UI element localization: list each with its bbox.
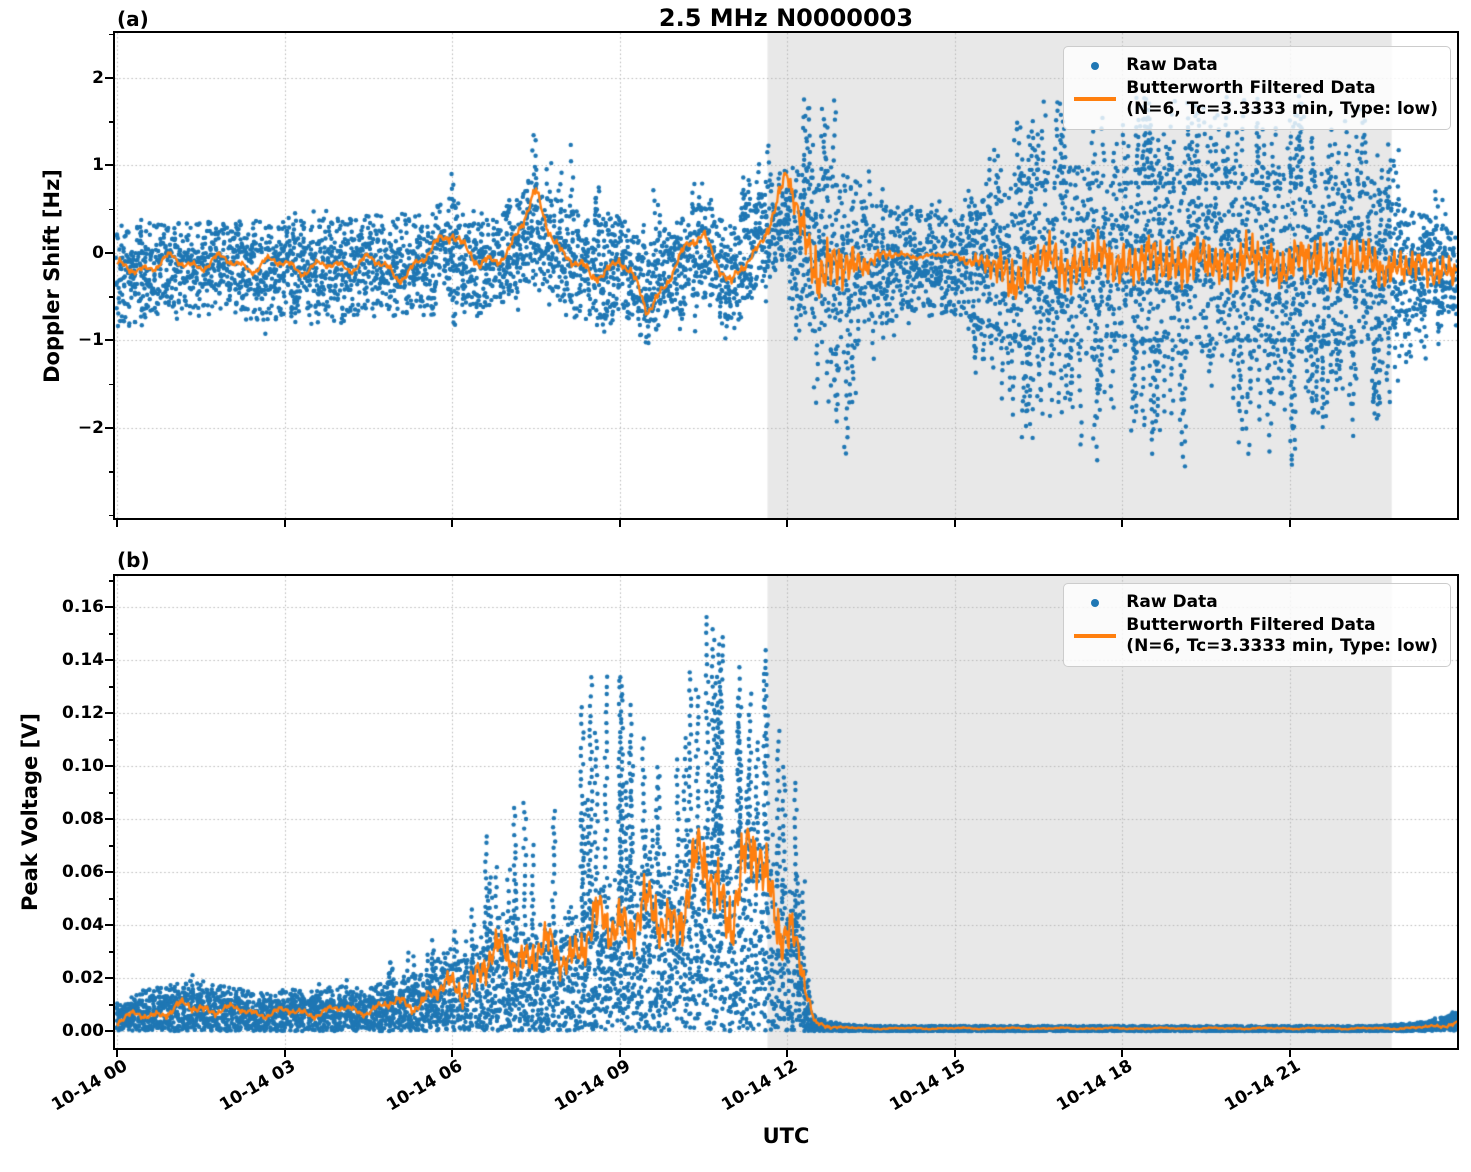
- legend-filtered-data-sublabel: (N=6, Tc=3.3333 min, Type: low): [1126, 636, 1438, 656]
- x-axis-major-tick: [953, 520, 956, 527]
- y-tick-label: 0.04: [62, 915, 104, 936]
- y-tick-label: 0.00: [62, 1021, 104, 1042]
- y-axis-minor-tick: [108, 951, 113, 953]
- y-tick-label: 0.02: [62, 968, 104, 989]
- x-axis-major-tick: [116, 1050, 118, 1057]
- y-tick-label: 0.08: [62, 809, 104, 830]
- raw-data-marker-icon: [1091, 598, 1100, 607]
- x-axis-major-tick: [786, 1050, 788, 1057]
- x-axis-major-tick: [1121, 520, 1123, 527]
- y-axis-minor-tick: [108, 33, 113, 36]
- y-axis-minor-tick: [108, 1004, 113, 1006]
- chart-title: 2.5 MHz N0000003: [658, 4, 914, 32]
- y-axis-minor-tick: [108, 514, 113, 517]
- x-axis-major-tick: [618, 520, 621, 527]
- x-axis-major-tick: [618, 1050, 621, 1057]
- y-tick-label: 0.10: [62, 756, 104, 777]
- y-axis-major-tick: [105, 76, 113, 79]
- y-axis-major-tick: [105, 712, 113, 714]
- x-axis-label: UTC: [762, 1124, 810, 1148]
- legend-panel-a: Raw Data Butterworth Filtered Data (N=6,…: [1063, 46, 1451, 130]
- y-axis-major-tick: [105, 251, 113, 254]
- filtered-data-marker-icon: [1074, 97, 1117, 101]
- y-axis-minor-tick: [108, 739, 113, 741]
- y-axis-major-tick: [105, 339, 113, 342]
- panel-b-label: (b): [117, 548, 150, 572]
- y-axis-minor-tick: [108, 633, 113, 635]
- legend-filtered-data-label: Butterworth Filtered Data: [1126, 615, 1376, 635]
- legend-filtered-data-entry: Butterworth Filtered Data (N=6, Tc=3.333…: [1064, 78, 1438, 120]
- y-tick-label: −1: [77, 330, 104, 351]
- y-axis-minor-tick: [108, 580, 113, 582]
- x-tick-label: 10-14 09: [550, 1056, 634, 1116]
- x-tick-label: 10-14 00: [48, 1056, 132, 1116]
- y-axis-major-tick: [105, 765, 113, 768]
- legend-filtered-data-sublabel: (N=6, Tc=3.3333 min, Type: low): [1126, 99, 1438, 119]
- y-axis-minor-tick: [108, 471, 113, 473]
- legend-panel-b: Raw Data Butterworth Filtered Data (N=6,…: [1063, 583, 1451, 667]
- x-axis-major-tick: [283, 1050, 286, 1057]
- x-axis-major-tick: [953, 1050, 956, 1057]
- y-axis-minor-tick: [108, 208, 113, 211]
- y-axis-major-tick: [105, 164, 113, 167]
- y-axis-minor-tick: [108, 898, 113, 900]
- y-tick-label: 0.06: [62, 862, 104, 883]
- y-axis-minor-tick: [108, 792, 113, 794]
- x-axis-major-tick: [1288, 1050, 1291, 1057]
- raw-data-marker-icon: [1091, 61, 1100, 70]
- y-axis-minor-tick: [108, 686, 113, 688]
- x-tick-label: 10-14 18: [1053, 1056, 1137, 1116]
- legend-filtered-data-label: Butterworth Filtered Data: [1126, 78, 1376, 98]
- x-axis-major-tick: [451, 1050, 453, 1057]
- y-axis-minor-tick: [108, 845, 113, 847]
- y-axis-minor-tick: [108, 296, 113, 298]
- y-axis-major-tick: [105, 924, 113, 927]
- panel-a-label: (a): [117, 7, 149, 31]
- y-axis-major-tick: [105, 977, 113, 980]
- y-axis-major-tick: [105, 606, 113, 608]
- y-axis-major-tick: [105, 871, 113, 874]
- voltage-plot-area: Raw Data Butterworth Filtered Data (N=6,…: [113, 574, 1459, 1050]
- y-tick-label: 0.12: [62, 703, 104, 723]
- y-axis-major-tick: [105, 659, 113, 661]
- y-tick-label: 0.14: [62, 650, 104, 670]
- legend-filtered-data-entry: Butterworth Filtered Data (N=6, Tc=3.333…: [1064, 615, 1438, 657]
- doppler-plot-area: Raw Data Butterworth Filtered Data (N=6,…: [113, 31, 1459, 520]
- x-axis-major-tick: [1288, 520, 1291, 527]
- x-axis-major-tick: [1121, 1050, 1123, 1057]
- y-tick-label: 0: [92, 242, 104, 263]
- x-tick-label: 10-14 12: [718, 1056, 802, 1116]
- x-tick-label: 10-14 15: [885, 1056, 969, 1116]
- y-axis-major-tick: [105, 818, 113, 821]
- y-tick-label: 1: [92, 155, 104, 176]
- filtered-data-marker-icon: [1074, 634, 1117, 638]
- y-axis-major-tick: [105, 1030, 113, 1033]
- legend-raw-data-entry: Raw Data: [1064, 55, 1438, 76]
- y-tick-label: 0.16: [62, 597, 104, 617]
- legend-raw-data-label: Raw Data: [1126, 592, 1218, 612]
- x-axis-major-tick: [451, 520, 453, 527]
- legend-raw-data-entry: Raw Data: [1064, 592, 1438, 613]
- x-axis-major-tick: [786, 520, 788, 527]
- y-axis-major-tick: [105, 426, 113, 429]
- x-tick-label: 10-14 03: [215, 1056, 299, 1116]
- x-axis-major-tick: [116, 520, 118, 527]
- x-tick-label: 10-14 06: [383, 1056, 467, 1116]
- y-tick-label: 2: [92, 67, 104, 88]
- legend-raw-data-label: Raw Data: [1126, 55, 1218, 75]
- y-axis-minor-tick: [108, 121, 113, 123]
- y-tick-label: −2: [77, 417, 104, 438]
- x-axis-major-tick: [283, 520, 286, 527]
- x-tick-label: 10-14 21: [1220, 1056, 1304, 1116]
- y-axis-minor-tick: [108, 383, 113, 386]
